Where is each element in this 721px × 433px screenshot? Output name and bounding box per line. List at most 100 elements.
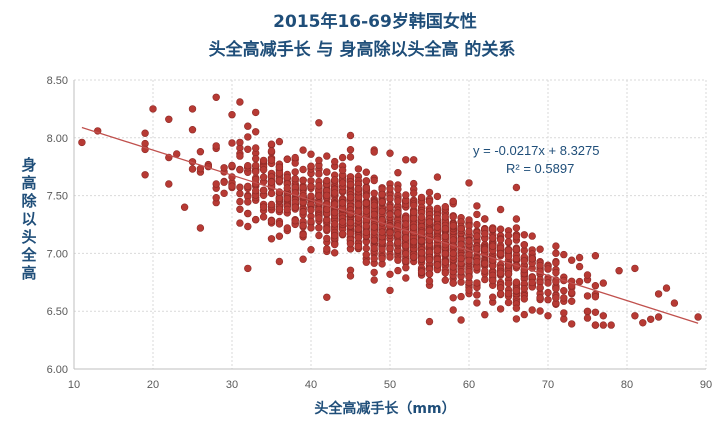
data-point <box>212 93 220 102</box>
data-point <box>323 225 331 233</box>
data-point <box>323 293 331 301</box>
data-point <box>449 263 457 271</box>
data-point <box>244 222 252 231</box>
data-point <box>433 173 442 181</box>
data-point <box>544 312 552 320</box>
data-point <box>646 315 655 323</box>
data-point <box>402 234 410 242</box>
data-point <box>433 261 442 269</box>
data-point <box>252 168 260 176</box>
data-point <box>386 228 394 237</box>
data-point <box>354 200 363 209</box>
data-point <box>323 191 331 200</box>
data-point <box>299 146 307 154</box>
data-point <box>496 250 505 258</box>
data-point <box>212 180 220 188</box>
data-point <box>512 183 521 192</box>
data-point <box>299 221 307 230</box>
data-point <box>591 308 600 316</box>
data-point <box>583 292 592 300</box>
data-point <box>283 155 291 164</box>
data-point <box>370 254 378 263</box>
data-point <box>346 131 355 140</box>
data-point <box>417 237 426 245</box>
data-point <box>307 182 315 191</box>
y-axis-title-char: 头 <box>21 228 36 246</box>
data-point <box>212 194 220 202</box>
data-point <box>370 268 378 277</box>
data-point <box>544 265 552 273</box>
data-point <box>481 311 489 319</box>
data-point <box>536 294 544 302</box>
data-point <box>441 225 449 233</box>
data-point <box>425 256 434 264</box>
data-point <box>362 244 370 253</box>
data-point <box>425 226 434 235</box>
data-point <box>394 197 402 205</box>
data-point <box>575 262 584 271</box>
x-tick-label: 40 <box>305 379 317 391</box>
data-point <box>346 240 355 248</box>
y-tick-label: 8.00 <box>47 133 68 145</box>
data-point <box>236 205 244 214</box>
data-point <box>425 197 434 206</box>
data-point <box>536 245 544 253</box>
data-point <box>338 153 347 162</box>
data-point <box>338 230 347 238</box>
data-point <box>259 166 268 174</box>
chart-title-line-1: 2015年16-69岁韩国女性 <box>273 11 477 32</box>
data-point <box>560 294 568 302</box>
data-point <box>567 256 576 264</box>
data-point <box>299 208 307 216</box>
data-point <box>433 204 442 213</box>
data-point <box>504 289 513 298</box>
data-point <box>441 258 449 266</box>
data-point <box>275 232 284 240</box>
data-point <box>307 217 315 226</box>
data-point <box>496 205 505 214</box>
data-point <box>378 190 386 199</box>
data-point <box>252 108 260 117</box>
data-point <box>212 142 220 150</box>
data-point <box>323 168 331 176</box>
y-tick-label: 6.00 <box>47 364 68 376</box>
data-point <box>433 246 442 254</box>
y-axis-title-char: 身 <box>21 156 36 174</box>
data-point <box>362 228 370 237</box>
data-point <box>346 229 355 238</box>
data-point <box>410 156 418 164</box>
trendline <box>81 126 699 324</box>
data-point <box>252 144 260 152</box>
data-point <box>141 171 149 179</box>
data-point <box>410 237 418 246</box>
data-point <box>449 249 457 258</box>
data-point <box>354 207 363 216</box>
data-point <box>275 163 284 172</box>
data-point <box>386 203 394 212</box>
x-tick-label: 80 <box>621 379 633 391</box>
data-point <box>386 185 394 193</box>
data-point <box>307 192 315 200</box>
data-point <box>425 277 434 285</box>
data-point <box>520 285 528 293</box>
data-point <box>473 220 481 229</box>
data-point <box>441 232 449 241</box>
data-point <box>433 223 442 231</box>
x-tick-label: 30 <box>226 379 238 391</box>
data-point <box>489 242 497 250</box>
x-tick-label: 10 <box>68 379 80 391</box>
data-point <box>441 213 449 221</box>
y-tick-label: 7.00 <box>47 248 68 260</box>
data-point <box>386 286 394 295</box>
data-point <box>228 139 236 147</box>
data-point <box>639 319 647 327</box>
data-point <box>386 194 394 203</box>
y-axis-title-char: 高 <box>21 264 36 282</box>
data-point <box>370 201 378 210</box>
data-point <box>504 279 513 288</box>
data-point <box>267 178 276 186</box>
data-point <box>362 184 370 192</box>
data-point <box>512 245 521 254</box>
x-tick-label: 60 <box>463 379 475 391</box>
data-point <box>473 258 481 266</box>
